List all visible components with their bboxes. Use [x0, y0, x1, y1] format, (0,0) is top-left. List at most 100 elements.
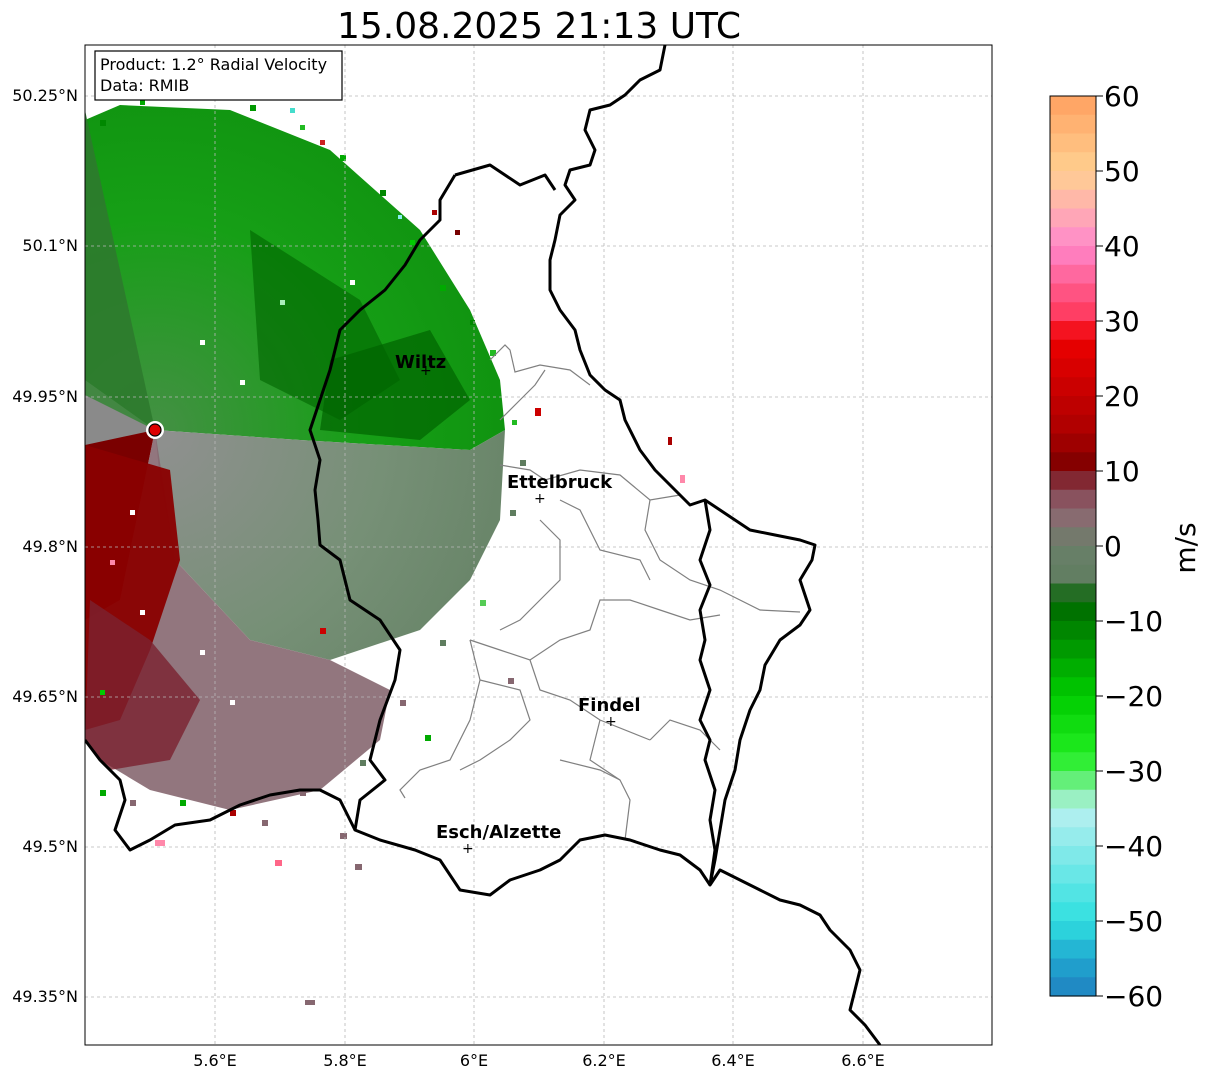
lon-tick: 6.6°E	[841, 1051, 885, 1070]
colorbar-step	[1050, 677, 1096, 697]
product-label: Product: 1.2° Radial Velocity	[100, 55, 327, 74]
lat-tick: 49.65°N	[12, 687, 78, 706]
colorbar-tick-label: 50	[1104, 155, 1140, 188]
colorbar-step	[1050, 939, 1096, 960]
colorbar-step	[1050, 152, 1096, 172]
colorbar: 60 50 40 30 20 10 0 −10 −20 −30 −40 −50 −60 m/s	[1049, 80, 1202, 1013]
colorbar-step	[1050, 846, 1096, 866]
colorbar-step	[1050, 771, 1096, 791]
colorbar-step	[1050, 546, 1096, 566]
info-box: Product: 1.2° Radial Velocity Data: RMIB	[94, 50, 343, 101]
colorbar-ticks: 60 50 40 30 20 10 0 −10 −20 −30 −40 −50 −60	[1096, 80, 1163, 1013]
colorbar-step	[1050, 621, 1096, 641]
longitude-axis: 5.6°E 5.8°E 6°E 6.2°E 6.4°E 6.6°E	[193, 1051, 885, 1070]
lat-tick: 50.1°N	[22, 236, 78, 255]
lat-tick: 49.95°N	[12, 387, 78, 406]
colorbar-step	[1050, 714, 1096, 735]
colorbar-step	[1050, 171, 1096, 191]
map-title: 15.08.2025 21:13 UTC	[337, 6, 741, 47]
colorbar-step	[1050, 658, 1096, 678]
city-ettelbruck: Ettelbruck +	[507, 472, 613, 507]
svg-text:+: +	[462, 841, 474, 857]
svg-text:+: +	[534, 491, 546, 507]
colorbar-tick-label: −40	[1104, 830, 1163, 863]
colorbar-step	[1050, 227, 1096, 247]
colorbar-tick-label: 60	[1104, 80, 1140, 113]
radar-velocity-field	[85, 95, 685, 1005]
svg-text:+: +	[605, 714, 617, 730]
colorbar-step	[1050, 921, 1096, 941]
country-borders	[85, 45, 882, 1045]
city-markers: Wiltz + Ettelbruck + Findel + Esch/Alzet…	[395, 352, 641, 857]
lon-tick: 6°E	[460, 1051, 488, 1070]
colorbar-step	[1050, 489, 1096, 510]
svg-text:+: +	[420, 363, 432, 379]
colorbar-step	[1050, 902, 1096, 922]
colorbar-step	[1050, 696, 1096, 716]
city-label-wiltz: Wiltz	[395, 352, 446, 373]
colorbar-step	[1050, 358, 1096, 378]
colorbar-step	[1050, 96, 1096, 116]
city-label-ettelbruck: Ettelbruck	[507, 472, 613, 493]
colorbar-step	[1050, 283, 1096, 303]
colorbar-step	[1050, 508, 1096, 528]
colorbar-steps	[1050, 96, 1096, 997]
colorbar-step	[1050, 264, 1096, 285]
colorbar-step	[1050, 958, 1096, 978]
colorbar-step	[1050, 377, 1096, 397]
colorbar-tick-label: −20	[1104, 680, 1163, 713]
colorbar-step	[1050, 133, 1096, 153]
colorbar-step	[1050, 864, 1096, 885]
colorbar-step	[1050, 396, 1096, 416]
colorbar-step	[1050, 208, 1096, 228]
colorbar-step	[1050, 302, 1096, 322]
colorbar-tick-label: 20	[1104, 380, 1140, 413]
colorbar-step	[1050, 602, 1096, 622]
colorbar-tick-label: 30	[1104, 305, 1140, 338]
canton-boundaries	[399, 344, 801, 841]
colorbar-step	[1050, 808, 1096, 828]
lon-tick: 5.8°E	[323, 1051, 367, 1070]
colorbar-step	[1050, 452, 1096, 472]
lon-tick: 6.4°E	[711, 1051, 755, 1070]
colorbar-step	[1050, 433, 1096, 453]
colorbar-step	[1050, 733, 1096, 753]
colorbar-step	[1050, 414, 1096, 435]
colorbar-step	[1050, 471, 1096, 491]
colorbar-tick-label: −60	[1104, 980, 1163, 1013]
colorbar-tick-label: 40	[1104, 230, 1140, 263]
radar-site-marker	[146, 421, 164, 439]
map-frame	[84, 44, 993, 1046]
colorbar-tick-label: −10	[1104, 605, 1163, 638]
colorbar-label: m/s	[1169, 522, 1202, 573]
colorbar-step	[1050, 527, 1096, 547]
colorbar-tick-label: 10	[1104, 455, 1140, 488]
colorbar-step	[1050, 564, 1096, 585]
latitude-axis: 50.25°N 50.1°N 49.95°N 49.8°N 49.65°N 49…	[12, 86, 78, 1006]
lon-tick: 6.2°E	[582, 1051, 626, 1070]
colorbar-step	[1050, 977, 1096, 997]
lon-tick: 5.6°E	[193, 1051, 237, 1070]
map-grid	[85, 45, 992, 1045]
colorbar-tick-label: −50	[1104, 905, 1163, 938]
city-label-findel: Findel	[578, 695, 641, 716]
colorbar-step	[1050, 883, 1096, 903]
lat-tick: 49.5°N	[22, 837, 78, 856]
radar-speckles	[100, 95, 685, 1005]
colorbar-step	[1050, 789, 1096, 810]
colorbar-tick-label: −30	[1104, 755, 1163, 788]
colorbar-tick-label: 0	[1104, 530, 1122, 563]
colorbar-step	[1050, 321, 1096, 341]
lat-tick: 50.25°N	[12, 86, 78, 105]
lat-tick: 49.8°N	[22, 537, 78, 556]
colorbar-step	[1050, 827, 1096, 847]
colorbar-step	[1050, 189, 1096, 210]
lat-tick: 49.35°N	[12, 987, 78, 1006]
colorbar-step	[1050, 583, 1096, 603]
colorbar-step	[1050, 246, 1096, 266]
colorbar-step	[1050, 639, 1096, 660]
city-esch-alzette: Esch/Alzette +	[436, 822, 561, 857]
colorbar-step	[1050, 114, 1096, 135]
city-wiltz: Wiltz +	[395, 352, 446, 379]
